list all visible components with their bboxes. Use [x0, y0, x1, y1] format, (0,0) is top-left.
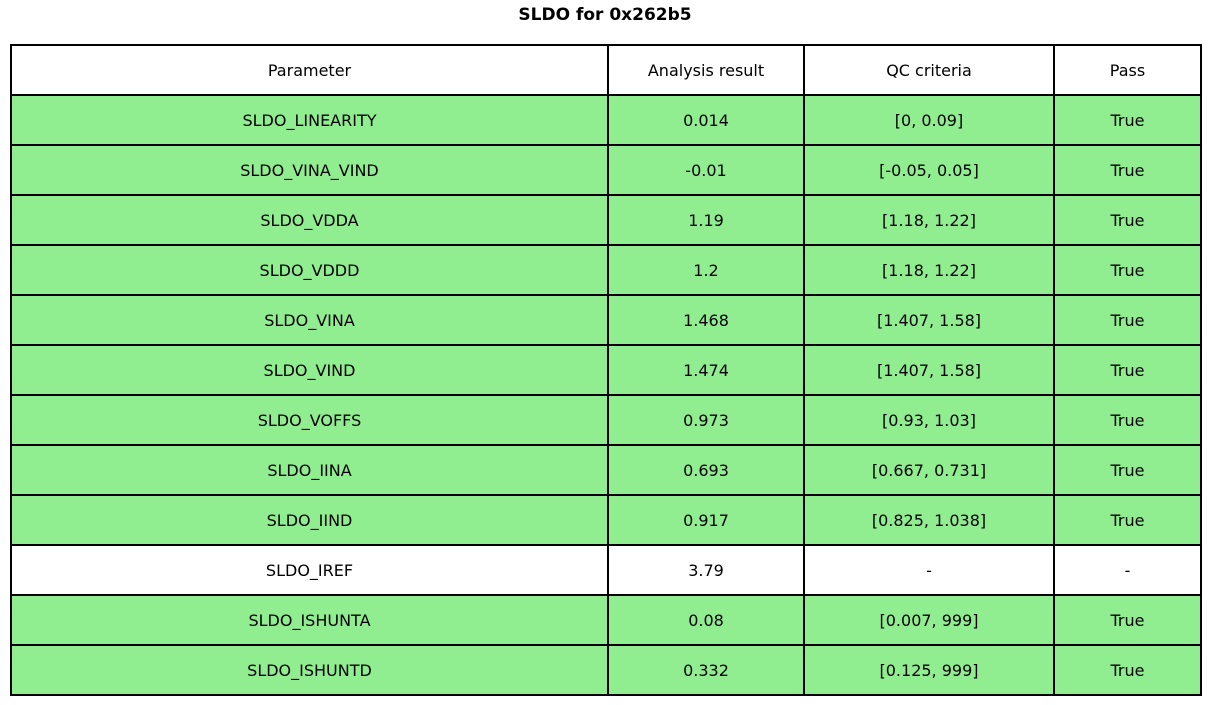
cell-analysis-result: 1.468 — [607, 294, 805, 346]
cell-qc-criteria: [0.667, 0.731] — [803, 444, 1055, 496]
cell-qc-criteria: [1.18, 1.22] — [803, 244, 1055, 296]
cell-parameter: SLDO_ISHUNTD — [10, 644, 609, 696]
cell-pass: True — [1053, 494, 1202, 546]
cell-parameter: SLDO_VINA_VIND — [10, 144, 609, 196]
cell-qc-criteria: [-0.05, 0.05] — [803, 144, 1055, 196]
cell-qc-criteria: [0.93, 1.03] — [803, 394, 1055, 446]
cell-pass: True — [1053, 644, 1202, 696]
table-row: SLDO_VINA_VIND -0.01 [-0.05, 0.05] True — [10, 144, 1202, 196]
cell-pass: True — [1053, 294, 1202, 346]
table-row: SLDO_VOFFS 0.973 [0.93, 1.03] True — [10, 394, 1202, 446]
table-row: SLDO_IINA 0.693 [0.667, 0.731] True — [10, 444, 1202, 496]
header-row: Parameter Analysis result QC criteria Pa… — [10, 44, 1202, 96]
qc-results-table: Parameter Analysis result QC criteria Pa… — [10, 44, 1202, 696]
table-row: SLDO_ISHUNTA 0.08 [0.007, 999] True — [10, 594, 1202, 646]
cell-analysis-result: 0.917 — [607, 494, 805, 546]
cell-parameter: SLDO_LINEARITY — [10, 94, 609, 146]
col-header-parameter: Parameter — [10, 44, 609, 96]
cell-qc-criteria: [1.18, 1.22] — [803, 194, 1055, 246]
cell-parameter: SLDO_IINA — [10, 444, 609, 496]
cell-pass: True — [1053, 344, 1202, 396]
cell-qc-criteria: [0.825, 1.038] — [803, 494, 1055, 546]
table-row: SLDO_VIND 1.474 [1.407, 1.58] True — [10, 344, 1202, 396]
table-row: SLDO_IREF 3.79- - — [10, 544, 1202, 596]
cell-analysis-result: 0.08 — [607, 594, 805, 646]
cell-analysis-result: -0.01 — [607, 144, 805, 196]
table-row: SLDO_VDDA 1.19 [1.18, 1.22] True — [10, 194, 1202, 246]
cell-analysis-result: 0.973 — [607, 394, 805, 446]
cell-parameter: SLDO_VIND — [10, 344, 609, 396]
table-row: SLDO_IIND 0.917 [0.825, 1.038] True — [10, 494, 1202, 546]
cell-qc-criteria: [1.407, 1.58] — [803, 344, 1055, 396]
cell-analysis-result: 0.014 — [607, 94, 805, 146]
cell-parameter: SLDO_IIND — [10, 494, 609, 546]
cell-pass: True — [1053, 94, 1202, 146]
col-header-qc-criteria: QC criteria — [803, 44, 1055, 96]
table-row: SLDO_ISHUNTD 0.332 [0.125, 999] True — [10, 644, 1202, 696]
cell-qc-criteria: - — [803, 544, 1055, 596]
page-title: SLDO for 0x262b5 — [518, 5, 692, 25]
cell-pass: True — [1053, 144, 1202, 196]
cell-analysis-result: 1.474 — [607, 344, 805, 396]
table-row: SLDO_VINA 1.468 [1.407, 1.58] True — [10, 294, 1202, 346]
cell-pass: True — [1053, 194, 1202, 246]
cell-pass: True — [1053, 594, 1202, 646]
cell-parameter: SLDO_VDDA — [10, 194, 609, 246]
cell-analysis-result: 0.693 — [607, 444, 805, 496]
table-row: SLDO_LINEARITY 0.014 [0, 0.09] True — [10, 94, 1202, 146]
cell-qc-criteria: [1.407, 1.58] — [803, 294, 1055, 346]
cell-parameter: SLDO_ISHUNTA — [10, 594, 609, 646]
cell-pass: - — [1053, 544, 1202, 596]
cell-parameter: SLDO_VDDD — [10, 244, 609, 296]
cell-analysis-result: 3.79 — [607, 544, 805, 596]
table-body: SLDO_LINEARITY 0.014 [0, 0.09] True SLDO_VIN… — [10, 94, 1202, 696]
cell-qc-criteria: [0, 0.09] — [803, 94, 1055, 146]
cell-parameter: SLDO_IREF — [10, 544, 609, 596]
cell-pass: True — [1053, 244, 1202, 296]
cell-analysis-result: 0.332 — [607, 644, 805, 696]
cell-pass: True — [1053, 394, 1202, 446]
cell-parameter: SLDO_VINA — [10, 294, 609, 346]
table-row: SLDO_VDDD 1.2 [1.18, 1.22] True — [10, 244, 1202, 296]
cell-parameter: SLDO_VOFFS — [10, 394, 609, 446]
col-header-analysis-result: Analysis result — [607, 44, 805, 96]
col-header-pass: Pass — [1053, 44, 1202, 96]
cell-analysis-result: 1.19 — [607, 194, 805, 246]
cell-pass: True — [1053, 444, 1202, 496]
cell-qc-criteria: [0.125, 999] — [803, 644, 1055, 696]
cell-qc-criteria: [0.007, 999] — [803, 594, 1055, 646]
cell-analysis-result: 1.2 — [607, 244, 805, 296]
